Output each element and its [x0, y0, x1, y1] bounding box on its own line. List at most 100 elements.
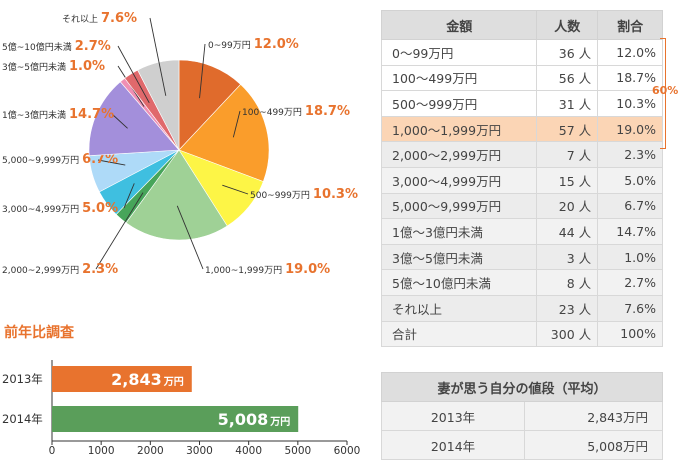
leader-line — [176, 205, 204, 270]
pie-slice — [125, 149, 228, 241]
bar-category-label: 2014年 — [2, 412, 43, 426]
slice-percent-label: 12.0% — [254, 37, 299, 52]
table-row: 3億〜5億円未満 3 人 1.0% — [380, 243, 663, 271]
x-tick-label: 5000 — [284, 445, 311, 456]
amount-cell: 3億〜5億円未満 — [380, 243, 538, 271]
amount-cell: 2,000〜2,999万円 — [380, 141, 538, 168]
count-cell: 56 人 — [536, 64, 599, 92]
slice-label: それ以上 7.6% — [62, 11, 137, 26]
count-cell: 300 人 — [536, 320, 599, 348]
slice-percent-label: 10.3% — [313, 187, 358, 202]
year-cell: 2014年 — [381, 430, 525, 460]
count-cell: 8 人 — [536, 269, 599, 296]
bar-value-number: 2,843 — [111, 370, 162, 389]
value-cell: 2,843万円 — [524, 401, 663, 431]
bar-chart-title: 前年比調査 — [4, 325, 74, 341]
ratio-cell: 2.3% — [597, 141, 663, 168]
amount-cell: 1億〜3億円未満 — [380, 218, 538, 245]
amount-cell: 5,000〜9,999万円 — [380, 192, 538, 220]
bar — [52, 406, 299, 432]
slice-label: 1億~3億円未満 14.7% — [2, 107, 114, 122]
count-cell: 7 人 — [536, 141, 599, 168]
slice-category-label: 100~499万円 — [242, 107, 302, 118]
slice-label: 3,000~4,999万円 5.0% — [2, 201, 118, 216]
pie-slice — [137, 59, 180, 151]
yoy-bar-chart-section: 前年比調査 0 1000 2000 3000 4000 5000 6000 2013年 2,84… — [0, 318, 370, 456]
slice-category-label: それ以上 — [62, 14, 98, 25]
ratio-cell: 2.7% — [597, 269, 663, 296]
count-cell: 23 人 — [536, 294, 599, 322]
leader-line — [199, 43, 206, 99]
slice-category-label: 1,000~1,999万円 — [205, 265, 282, 276]
bar-value-label: 2,843 万円 — [111, 370, 184, 389]
ratio-cell: 12.0% — [597, 39, 663, 66]
slice-percent-label: 19.0% — [285, 262, 330, 277]
table-row: 2013年 2,843万円 — [381, 401, 663, 431]
x-tick-label: 4000 — [235, 445, 262, 456]
table-row: 合計 300 人 100% — [380, 320, 663, 348]
bar-value-number: 5,008 — [218, 410, 269, 429]
amount-cell: 3,000〜4,999万円 — [380, 166, 538, 194]
pie-slice — [178, 59, 242, 151]
distribution-table-header: 金額 人数 割合 — [380, 10, 663, 40]
table-row: 2014年 5,008万円 — [381, 430, 663, 460]
amount-cell: 500〜999万円 — [380, 90, 538, 117]
count-cell: 57 人 — [536, 115, 599, 143]
table-row: 500〜999万円 31 人 10.3% — [380, 90, 663, 117]
slice-category-label: 500~999万円 — [250, 190, 310, 201]
count-cell: 36 人 — [536, 39, 599, 66]
count-cell: 20 人 — [536, 192, 599, 220]
bar-value-unit: 万円 — [269, 416, 290, 428]
count-cell: 15 人 — [536, 166, 599, 194]
ratio-cell: 18.7% — [597, 64, 663, 92]
ratio-cell: 7.6% — [597, 294, 663, 322]
header-amount: 金額 — [380, 10, 538, 40]
slice-percent-label: 14.7% — [69, 107, 114, 122]
slice-percent-label: 5.0% — [82, 201, 118, 216]
amount-cell: 0〜99万円 — [380, 39, 538, 66]
slice-label: 500~999万円 10.3% — [250, 187, 358, 202]
slice-category-label: 5,000~9,999万円 — [2, 155, 79, 166]
ratio-cell: 10.3% — [597, 90, 663, 117]
x-tick-label: 0 — [49, 445, 56, 456]
top-four-bracket — [660, 38, 666, 149]
amount-cell: それ以上 — [380, 294, 538, 322]
pie-slice — [88, 81, 180, 156]
amount-cell: 5億〜10億円未満 — [380, 269, 538, 296]
leader-line — [111, 113, 128, 129]
x-tick-label: 2000 — [137, 445, 164, 456]
ratio-cell: 1.0% — [597, 243, 663, 271]
ratio-cell: 6.7% — [597, 192, 663, 220]
ratio-cell: 14.7% — [597, 218, 663, 245]
table-row: それ以上 23 人 7.6% — [380, 294, 663, 322]
slice-label: 5億~10億円未満 2.7% — [2, 39, 111, 54]
count-cell: 3 人 — [536, 243, 599, 271]
slice-category-label: 0~99万円 — [208, 40, 251, 51]
table-row: 1億〜3億円未満 44 人 14.7% — [380, 218, 663, 245]
slice-label: 3億~5億円未満 1.0% — [2, 59, 105, 74]
self-value-table: 妻が思う自分の値段（平均） 2013年 2,843万円 2014年 5,008万円 — [381, 372, 663, 460]
table-row: 5億〜10億円未満 8 人 2.7% — [380, 269, 663, 296]
ratio-cell: 19.0% — [597, 115, 663, 143]
slice-label: 2,000~2,999万円 2.3% — [2, 262, 118, 277]
slice-percent-label: 2.3% — [82, 262, 118, 277]
slice-label: 0~99万円 12.0% — [208, 37, 299, 52]
bar — [52, 366, 192, 392]
slice-percent-label: 7.6% — [101, 11, 137, 26]
table-row: 2,000〜2,999万円 7 人 2.3% — [380, 141, 663, 168]
leader-line — [222, 184, 249, 195]
leader-line — [232, 110, 241, 138]
header-ratio: 割合 — [597, 10, 663, 40]
amount-cell: 1,000〜1,999万円 — [380, 115, 538, 143]
self-value-header: 妻が思う自分の値段（平均） — [381, 372, 663, 402]
x-tick-label: 6000 — [334, 445, 361, 456]
amount-cell: 合計 — [380, 320, 538, 348]
slice-category-label: 3億~5億円未満 — [2, 61, 66, 73]
x-tick-label: 1000 — [88, 445, 115, 456]
count-cell: 31 人 — [536, 90, 599, 117]
slice-category-label: 5億~10億円未満 — [2, 41, 72, 53]
leader-line — [95, 192, 144, 270]
table-row: 3,000〜4,999万円 15 人 5.0% — [380, 166, 663, 194]
bracket-label: 60% — [652, 84, 679, 97]
pie-slice — [178, 83, 270, 182]
